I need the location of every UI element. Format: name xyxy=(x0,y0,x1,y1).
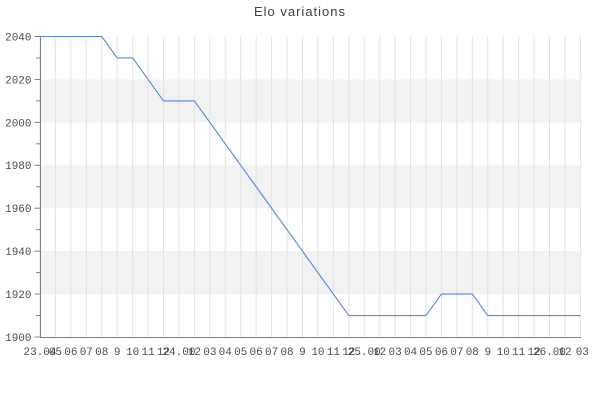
svg-text:12: 12 xyxy=(342,347,355,359)
svg-text:06: 06 xyxy=(435,347,448,359)
svg-text:03: 03 xyxy=(203,347,216,359)
svg-text:11: 11 xyxy=(512,347,526,359)
svg-text:04: 04 xyxy=(219,347,233,359)
svg-text:07: 07 xyxy=(80,347,93,359)
svg-text:2020: 2020 xyxy=(5,75,31,87)
svg-text:2040: 2040 xyxy=(5,32,31,44)
svg-text:04: 04 xyxy=(404,347,418,359)
svg-text:12: 12 xyxy=(373,347,386,359)
svg-text:9: 9 xyxy=(299,347,306,359)
svg-text:07: 07 xyxy=(265,347,278,359)
svg-text:06: 06 xyxy=(250,347,263,359)
svg-text:12: 12 xyxy=(527,347,540,359)
svg-text:10: 10 xyxy=(497,347,510,359)
svg-text:05: 05 xyxy=(234,347,247,359)
svg-text:08: 08 xyxy=(280,347,293,359)
svg-text:05: 05 xyxy=(49,347,62,359)
svg-text:12: 12 xyxy=(157,347,170,359)
svg-text:1920: 1920 xyxy=(5,290,31,302)
svg-text:9: 9 xyxy=(114,347,121,359)
svg-text:10: 10 xyxy=(126,347,139,359)
svg-text:2000: 2000 xyxy=(5,118,31,130)
svg-text:9: 9 xyxy=(484,347,491,359)
svg-text:06: 06 xyxy=(64,347,77,359)
svg-text:23.04: 23.04 xyxy=(23,347,56,359)
svg-text:12: 12 xyxy=(558,347,571,359)
svg-text:11: 11 xyxy=(141,347,155,359)
svg-text:Elo variations: Elo variations xyxy=(254,4,346,19)
svg-text:1960: 1960 xyxy=(5,204,31,216)
svg-text:10: 10 xyxy=(311,347,324,359)
svg-text:03: 03 xyxy=(389,347,402,359)
svg-text:05: 05 xyxy=(419,347,432,359)
svg-text:24.00: 24.00 xyxy=(162,347,195,359)
svg-text:12: 12 xyxy=(188,347,201,359)
svg-text:1980: 1980 xyxy=(5,161,31,173)
svg-text:11: 11 xyxy=(327,347,341,359)
svg-text:08: 08 xyxy=(95,347,108,359)
svg-text:08: 08 xyxy=(466,347,479,359)
svg-text:03: 03 xyxy=(576,347,589,359)
svg-text:07: 07 xyxy=(450,347,463,359)
svg-text:26.00: 26.00 xyxy=(533,347,566,359)
svg-text:1900: 1900 xyxy=(5,333,31,345)
svg-text:1940: 1940 xyxy=(5,247,31,259)
svg-text:25.00: 25.00 xyxy=(348,347,381,359)
